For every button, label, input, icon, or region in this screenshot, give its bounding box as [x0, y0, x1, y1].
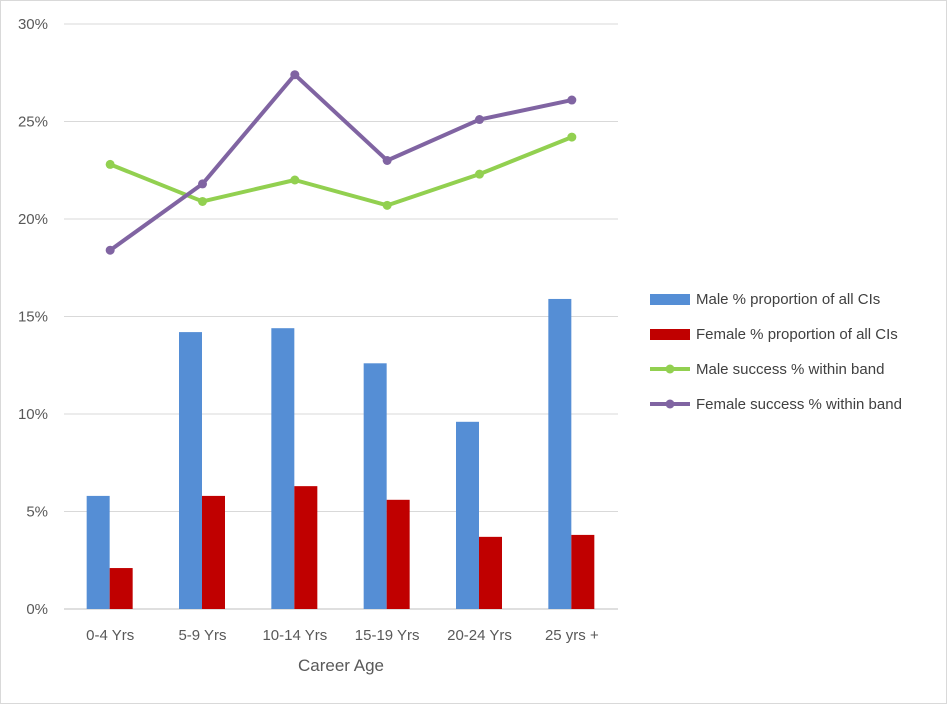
x-tick-label: 25 yrs + [545, 627, 599, 644]
legend: Male % proportion of all CIs Female % pro… [650, 291, 902, 413]
x-axis-ticks: 0-4 Yrs 5-9 Yrs 10-14 Yrs 15-19 Yrs 20-24 Yr… [86, 627, 599, 644]
y-tick-label: 25% [18, 114, 48, 131]
legend-item: Female success % within band [650, 396, 902, 413]
female-proportion-bar [109, 568, 133, 609]
female-proportion-bar [202, 495, 225, 609]
male-proportion-bar [271, 328, 295, 609]
male-success-line [108, 135, 574, 208]
bar-series [86, 298, 595, 609]
line-series [105, 70, 577, 255]
female-success-point [567, 95, 577, 105]
female-success-point [475, 115, 484, 125]
female-success-line [108, 72, 574, 253]
y-tick-label: 10% [18, 406, 48, 423]
legend-label: Male success % within band [696, 361, 884, 378]
male-success-point [198, 196, 207, 206]
y-tick-label: 5% [26, 504, 48, 521]
legend-label: Female success % within band [696, 396, 902, 413]
male-success-point [105, 159, 115, 169]
male-success-point [290, 175, 300, 185]
x-tick-label: 5-9 Yrs [178, 627, 226, 644]
male-proportion-bar [86, 495, 110, 609]
legend-swatch [650, 329, 690, 340]
male-proportion-bar [179, 332, 202, 609]
female-success-point [198, 179, 207, 189]
male-success-point [567, 132, 577, 142]
legend-label: Female % proportion of all CIs [696, 326, 898, 343]
female-proportion-bar [386, 499, 410, 609]
y-tick-label: 30% [18, 16, 48, 33]
legend-marker [665, 364, 675, 374]
y-tick-label: 0% [26, 601, 48, 618]
male-proportion-bar [548, 298, 572, 609]
female-proportion-bar [479, 536, 502, 609]
legend-label: Male % proportion of all CIs [696, 291, 880, 308]
female-proportion-bar [294, 486, 318, 609]
female-success-point [105, 245, 115, 255]
gridlines [64, 23, 618, 610]
male-proportion-bar [363, 363, 387, 609]
female-success-point [290, 70, 300, 80]
female-success-point [382, 156, 392, 165]
y-tick-label: 20% [18, 211, 48, 228]
male-success-point [382, 200, 392, 210]
x-tick-label: 20-24 Yrs [447, 627, 512, 644]
x-axis-title: Career Age [298, 656, 384, 675]
legend-item: Male success % within band [650, 361, 884, 378]
male-success-point [475, 169, 484, 179]
legend-swatch [650, 294, 690, 305]
y-tick-label: 15% [18, 309, 48, 326]
x-tick-label: 0-4 Yrs [86, 627, 134, 644]
legend-marker [665, 399, 675, 409]
y-axis-ticks: 0% 5% 10% 15% 20% 25% 30% [18, 16, 48, 618]
legend-item: Male % proportion of all CIs [650, 291, 880, 308]
legend-item: Female % proportion of all CIs [650, 326, 898, 343]
x-tick-label: 10-14 Yrs [262, 627, 327, 644]
x-tick-label: 15-19 Yrs [355, 627, 420, 644]
female-proportion-bar [571, 534, 595, 609]
male-proportion-bar [456, 421, 479, 609]
